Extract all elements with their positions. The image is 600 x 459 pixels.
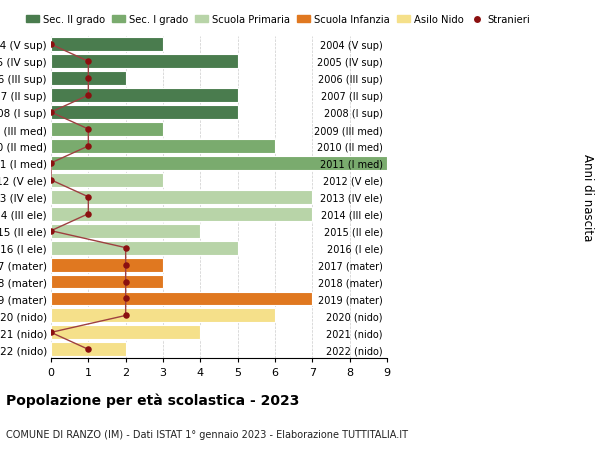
Bar — [51, 190, 313, 204]
Legend: Sec. II grado, Sec. I grado, Scuola Primaria, Scuola Infanzia, Asilo Nido, Stran: Sec. II grado, Sec. I grado, Scuola Prim… — [26, 15, 530, 25]
Bar — [51, 207, 313, 221]
Bar — [51, 123, 163, 137]
Bar — [51, 342, 125, 357]
Point — [83, 58, 93, 66]
Bar — [51, 157, 387, 170]
Bar — [51, 174, 163, 187]
Bar — [51, 140, 275, 154]
Point — [83, 92, 93, 100]
Point — [121, 312, 130, 319]
Bar — [51, 241, 238, 255]
Point — [121, 295, 130, 302]
Bar — [51, 38, 163, 52]
Point — [83, 211, 93, 218]
Point — [83, 126, 93, 134]
Point — [83, 75, 93, 83]
Bar — [51, 55, 238, 69]
Text: Popolazione per età scolastica - 2023: Popolazione per età scolastica - 2023 — [6, 392, 299, 407]
Bar — [51, 72, 125, 86]
Point — [121, 278, 130, 285]
Bar — [51, 89, 238, 103]
Bar — [51, 106, 238, 120]
Bar — [51, 275, 163, 289]
Bar — [51, 292, 313, 306]
Point — [46, 41, 56, 49]
Bar — [51, 258, 163, 272]
Point — [121, 261, 130, 269]
Point — [46, 160, 56, 167]
Text: COMUNE DI RANZO (IM) - Dati ISTAT 1° gennaio 2023 - Elaborazione TUTTITALIA.IT: COMUNE DI RANZO (IM) - Dati ISTAT 1° gen… — [6, 429, 408, 439]
Bar — [51, 224, 200, 238]
Point — [46, 109, 56, 117]
Bar — [51, 309, 275, 323]
Point — [121, 245, 130, 252]
Point — [83, 194, 93, 201]
Point — [46, 177, 56, 184]
Point — [46, 228, 56, 235]
Bar — [51, 326, 200, 340]
Point — [83, 143, 93, 150]
Point — [46, 329, 56, 336]
Point — [83, 346, 93, 353]
Text: Anni di nascita: Anni di nascita — [581, 154, 594, 241]
